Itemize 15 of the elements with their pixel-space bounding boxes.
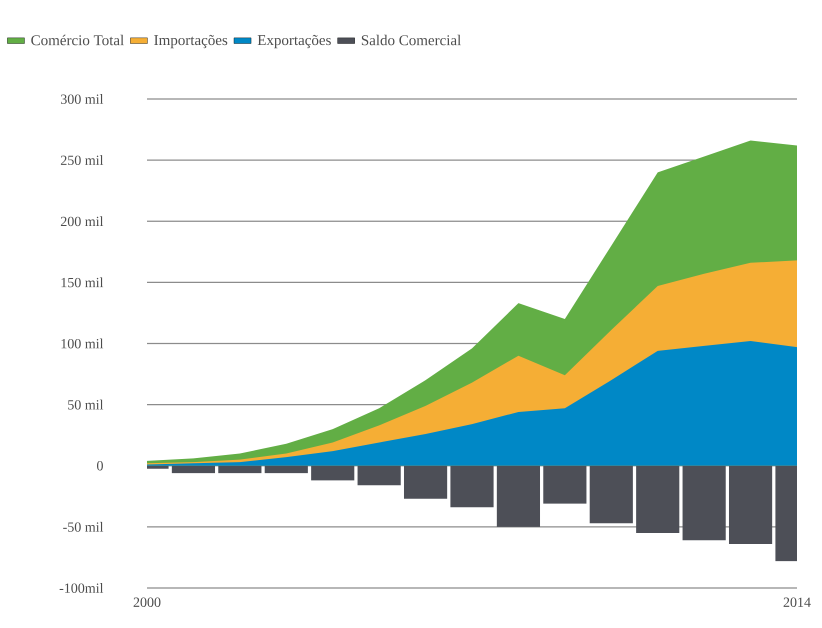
y-tick-label: -50 mil bbox=[63, 522, 104, 532]
x-tick-label: 2000 bbox=[134, 598, 160, 607]
y-tick-label: 100 mil bbox=[62, 338, 104, 348]
y-tick-label: 250 mil bbox=[60, 155, 104, 166]
y-tick-label: 150 mil bbox=[62, 277, 104, 288]
x-tick-label: 2014 bbox=[784, 598, 811, 607]
legend-label: Importações bbox=[154, 34, 228, 48]
y-tick-label: 0 bbox=[97, 461, 103, 470]
y-tick-label: 200 mil bbox=[60, 216, 104, 226]
y-tick-label: 50 mil bbox=[68, 400, 104, 410]
legend-label: Exportações bbox=[258, 34, 331, 48]
legend-label: Comércio Total bbox=[31, 34, 124, 46]
y-tick-label: -100mil bbox=[60, 583, 104, 593]
y-tick-label: 300 mil bbox=[60, 94, 104, 104]
legend-label: Saldo Comercial bbox=[362, 34, 461, 46]
